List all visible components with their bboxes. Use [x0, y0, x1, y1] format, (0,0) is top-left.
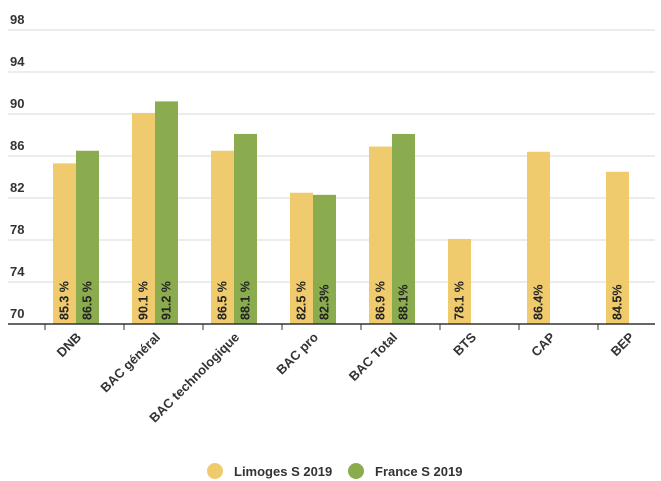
bar-limoges [211, 150, 234, 324]
data-label: 86.5 % [81, 281, 95, 320]
category-label: BAC Total [346, 330, 400, 384]
bar-france [313, 194, 336, 324]
x-axis [8, 323, 655, 330]
data-label: 78.1 % [453, 281, 467, 320]
y-tick-label: 74 [10, 264, 25, 279]
category-label: DNB [54, 330, 85, 361]
category-label: BAC pro [273, 329, 321, 377]
y-tick-label: 82 [10, 180, 24, 195]
category-label: BAC général [97, 330, 163, 396]
y-tick-label: 98 [10, 12, 24, 27]
legend-label: France S 2019 [375, 464, 462, 479]
bar-limoges [448, 238, 471, 324]
data-label: 88.1% [397, 285, 411, 320]
bar-limoges [132, 112, 155, 324]
bar-limoges [606, 171, 629, 324]
y-axis-ticks: 70 74 78 82 86 90 94 98 [10, 12, 25, 321]
data-label: 86.4% [532, 285, 546, 320]
data-label: 91.2 % [160, 281, 174, 320]
bar-limoges [527, 151, 550, 324]
category-label: CAP [528, 329, 558, 359]
bar-france [234, 133, 257, 324]
data-label: 86.5 % [216, 281, 230, 320]
category-label: BAC technologique [146, 330, 242, 426]
legend: Limoges S 2019 France S 2019 [207, 463, 462, 479]
data-label: 82.3% [318, 285, 332, 320]
data-label: 90.1 % [137, 281, 151, 320]
data-label: 82.5 % [295, 281, 309, 320]
legend-swatch [348, 463, 364, 479]
data-label: 85.3 % [58, 281, 72, 320]
y-tick-label: 70 [10, 306, 24, 321]
bar-limoges [369, 146, 392, 324]
data-label: 88.1 % [239, 281, 253, 320]
y-tick-label: 94 [10, 54, 25, 69]
bar-france [392, 133, 415, 324]
bars: 85.3 % 86.5 % 90.1 % 91.2 % 86.5 % 88.1 % 82.5… [53, 101, 629, 325]
y-tick-label: 90 [10, 96, 24, 111]
y-tick-label: 78 [10, 222, 24, 237]
bar-limoges [290, 192, 313, 324]
data-label: 84.5% [611, 285, 625, 320]
y-tick-label: 86 [10, 138, 24, 153]
category-label: BTS [450, 329, 479, 358]
category-label: BEP [608, 329, 638, 359]
legend-label: Limoges S 2019 [234, 464, 332, 479]
legend-swatch [207, 463, 223, 479]
bar-france [76, 150, 99, 324]
bar-limoges [53, 163, 76, 324]
bar-france [155, 101, 178, 325]
data-label: 86.9 % [374, 281, 388, 320]
